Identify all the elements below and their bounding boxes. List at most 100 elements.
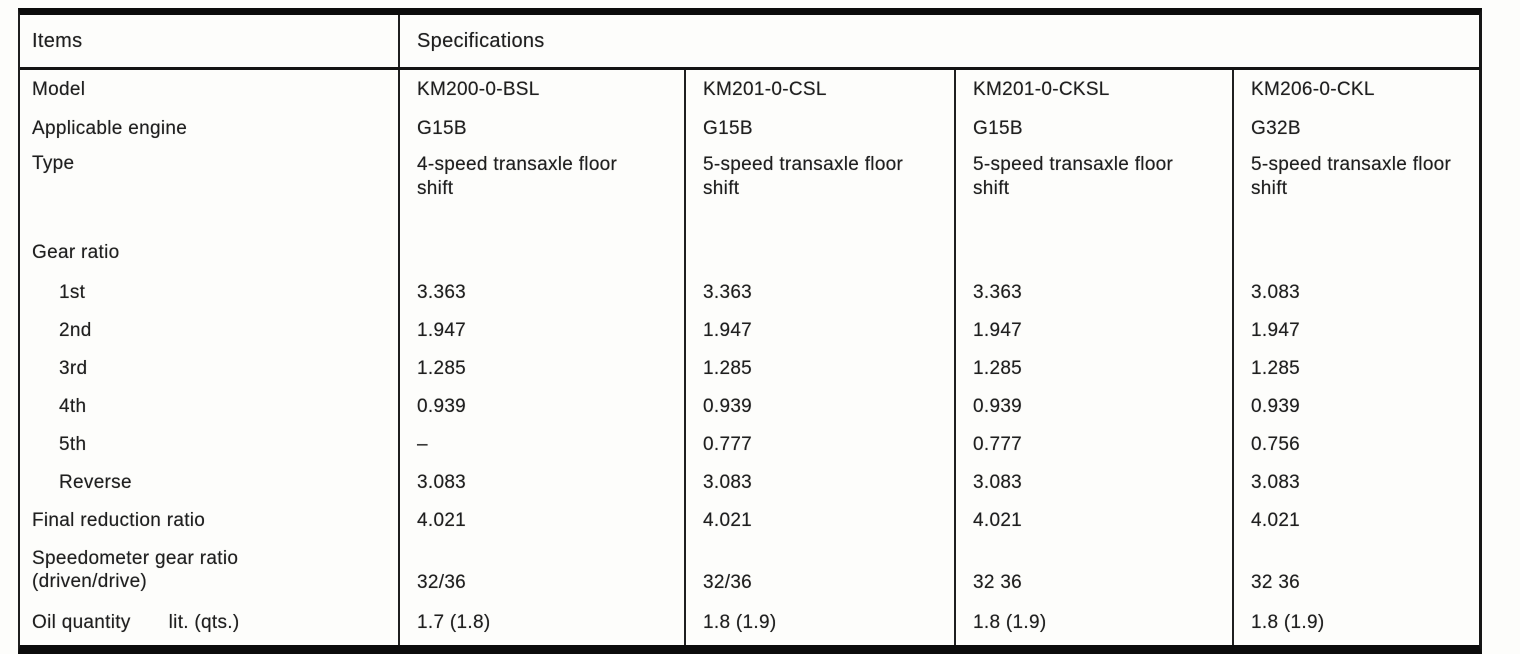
spec-value: 4.021	[417, 509, 467, 531]
spec-value: 1.947	[417, 320, 467, 341]
spec-cell: G15B	[398, 110, 684, 148]
table-row-1st: 1st 3.363 3.363 3.363 3.083	[20, 274, 1479, 312]
spec-cell: KM206-0-CKL	[1232, 70, 1479, 110]
spec-value: G32B	[1251, 118, 1301, 139]
spec-cell: 1.947	[954, 312, 1232, 350]
row-label-text: Type	[32, 153, 75, 174]
spec-cell: 1.8 (1.9)	[684, 601, 954, 645]
spec-cell: 1.7 (1.8)	[398, 601, 684, 645]
table-row-oil-quantity: Oil quantity lit. (qts.) 1.7 (1.8) 1.8 (…	[20, 601, 1479, 645]
spec-value: G15B	[973, 118, 1023, 139]
spec-value: 3.363	[703, 282, 753, 303]
spec-cell: 1.285	[398, 350, 684, 388]
spec-value: 1.8 (1.9)	[973, 612, 1047, 633]
spec-cell: 5-speed transaxle floor shift	[684, 148, 954, 232]
spec-value: G15B	[417, 118, 467, 139]
row-label-unit: lit. (qts.)	[168, 612, 240, 633]
row-label-text: Applicable engine	[32, 118, 188, 139]
spec-value: 32/36	[417, 572, 467, 593]
table-row-applicable-engine: Applicable engine G15B G15B G15B G32B	[20, 110, 1479, 148]
spec-value: KM201-0-CSL	[703, 79, 827, 100]
spec-value: 1.285	[973, 358, 1023, 379]
spec-value: 0.939	[973, 396, 1023, 417]
spec-value: 0.777	[703, 434, 753, 455]
spec-cell: G15B	[684, 110, 954, 148]
spec-cell: 1.8 (1.9)	[1232, 601, 1479, 645]
spec-cell: 1.947	[684, 312, 954, 350]
spec-cell: 1.285	[1232, 350, 1479, 388]
spec-value: 3.083	[973, 472, 1023, 493]
spec-cell: 32/36	[684, 539, 954, 601]
spec-cell: 0.777	[954, 426, 1232, 464]
spec-cell: 4.021	[684, 502, 954, 539]
row-label: 5th	[20, 426, 398, 464]
spec-cell: 4.021	[1232, 502, 1479, 539]
spec-cell: 32 36	[1232, 539, 1479, 601]
spec-cell: 3.083	[684, 464, 954, 502]
row-label: Gear ratio	[20, 232, 398, 274]
row-label: 2nd	[20, 312, 398, 350]
table-row-final-reduction-ratio: Final reduction ratio 4.021 4.021 4.021 …	[20, 502, 1479, 539]
row-label: 1st	[20, 274, 398, 312]
row-label: 3rd	[20, 350, 398, 388]
spec-cell: 1.8 (1.9)	[954, 601, 1232, 645]
column-header-specifications: Specifications	[398, 15, 1479, 67]
spec-cell: 3.083	[398, 464, 684, 502]
row-label-text: 1st	[59, 282, 86, 303]
spec-cell: 4.021	[954, 502, 1232, 539]
spec-cell: KM200-0-BSL	[398, 70, 684, 110]
table-row-type: Type 4-speed transaxle floor shift 5-spe…	[20, 148, 1479, 232]
spec-cell: 32/36	[398, 539, 684, 601]
spec-value: 5-speed transaxle floor shift	[703, 154, 909, 200]
row-label-text: Final reduction ratio	[32, 509, 206, 531]
spec-value: 0.756	[1251, 434, 1301, 455]
row-label: Type	[20, 148, 398, 232]
spec-value: KM200-0-BSL	[417, 79, 540, 100]
row-label-text: Reverse	[59, 472, 132, 493]
spec-value: 1.947	[1251, 320, 1301, 341]
spec-cell	[1232, 232, 1479, 274]
table-row-4th: 4th 0.939 0.939 0.939 0.939	[20, 388, 1479, 426]
spec-cell: 4.021	[398, 502, 684, 539]
spec-value: KM201-0-CKSL	[973, 79, 1110, 100]
spec-cell: 32 36	[954, 539, 1232, 601]
items-header-label: Items	[32, 29, 83, 52]
table-row-3rd: 3rd 1.285 1.285 1.285 1.285	[20, 350, 1479, 388]
row-label-subtext: (driven/drive)	[32, 571, 148, 593]
table-row-speedometer-gear-ratio: Speedometer gear ratio (driven/drive) 32…	[20, 539, 1479, 601]
spec-value: 3.083	[703, 472, 753, 493]
column-header-items: Items	[20, 15, 398, 67]
row-label: Oil quantity lit. (qts.)	[20, 601, 398, 645]
spec-value: 0.777	[973, 434, 1023, 455]
row-label-text: Speedometer gear ratio	[32, 547, 239, 569]
spec-cell: 3.363	[954, 274, 1232, 312]
row-label-text: 5th	[59, 434, 87, 455]
spec-value: 1.7 (1.8)	[417, 612, 491, 633]
row-label: Applicable engine	[20, 110, 398, 148]
spec-cell: 0.777	[684, 426, 954, 464]
spec-cell: –	[398, 426, 684, 464]
transaxle-spec-table: Items Specifications Model KM200-0-BSL K…	[18, 8, 1482, 654]
table-row-5th: 5th – 0.777 0.777 0.756	[20, 426, 1479, 464]
spec-cell: G15B	[954, 110, 1232, 148]
table-row-reverse: Reverse 3.083 3.083 3.083 3.083	[20, 464, 1479, 502]
spec-cell: 3.363	[684, 274, 954, 312]
spec-cell: 0.939	[1232, 388, 1479, 426]
spec-cell: 1.285	[684, 350, 954, 388]
spec-value: 4.021	[973, 509, 1023, 531]
spec-cell: 1.947	[1232, 312, 1479, 350]
row-label-text: Gear ratio	[32, 242, 120, 263]
row-label-text: 4th	[59, 396, 87, 417]
spec-cell: 3.083	[1232, 274, 1479, 312]
spec-cell: 4-speed transaxle floor shift	[398, 148, 684, 232]
spec-value: 0.939	[703, 396, 753, 417]
spec-cell: KM201-0-CKSL	[954, 70, 1232, 110]
spec-value: 0.939	[1251, 396, 1301, 417]
spec-value: 3.083	[417, 472, 467, 493]
spec-value: –	[417, 434, 428, 455]
spec-cell: 0.939	[954, 388, 1232, 426]
spec-cell: KM201-0-CSL	[684, 70, 954, 110]
spec-value: 32/36	[703, 572, 753, 593]
row-label: Reverse	[20, 464, 398, 502]
